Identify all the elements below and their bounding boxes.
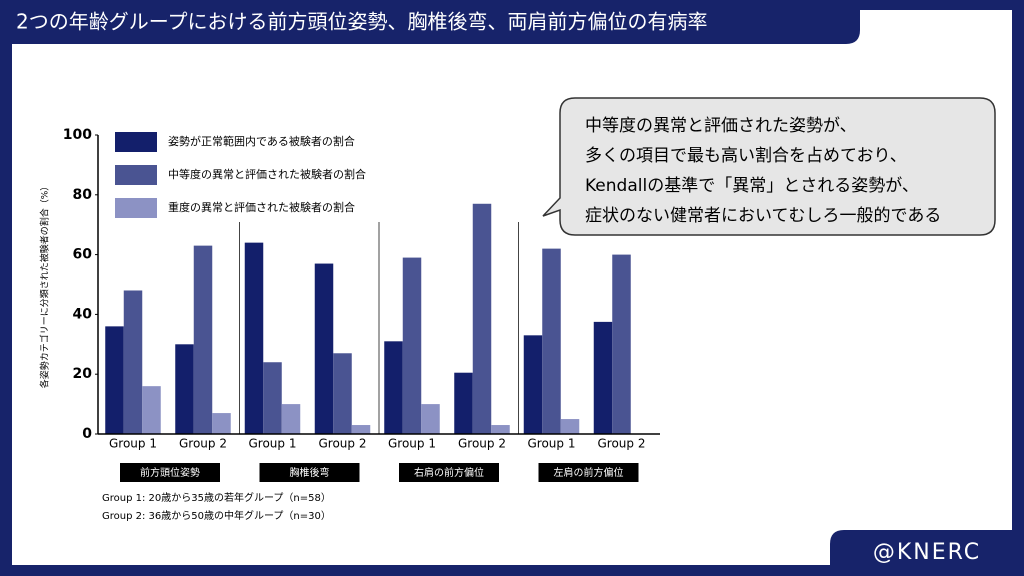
x-tick-label: Group 2	[458, 437, 506, 451]
x-tick-label: Group 1	[528, 437, 576, 451]
y-tick-label: 40	[73, 306, 93, 322]
x-tick-label: Group 2	[179, 437, 227, 451]
bar	[384, 341, 403, 434]
group-label-box	[538, 463, 639, 482]
legend-label: 姿勢が正常範囲内である被験者の割合	[168, 134, 355, 148]
x-tick-label: Group 1	[388, 437, 436, 451]
bar	[454, 372, 473, 434]
bar	[105, 326, 124, 434]
group-label: 右肩の前方偏位	[414, 466, 484, 479]
callout-text: Kendallの基準で「異常」とされる姿勢が、	[585, 176, 919, 196]
bar	[193, 245, 213, 434]
note: Group 1: 20歳から35歳の若年グループ（n=58）	[102, 491, 331, 504]
y-tick-label: 0	[82, 426, 92, 442]
legend-label: 重度の異常と評価された被験者の割合	[168, 200, 355, 214]
bar	[123, 290, 143, 434]
x-tick-label: Group 1	[249, 437, 297, 451]
legend-label: 中等度の異常と評価された被験者の割合	[168, 167, 366, 181]
legend-swatch	[115, 198, 157, 218]
bar	[281, 404, 301, 434]
bar	[351, 425, 371, 434]
bar	[421, 404, 440, 434]
group-label-box	[399, 463, 499, 482]
bar	[523, 335, 543, 434]
legend-swatch	[115, 132, 157, 152]
bar	[560, 419, 580, 434]
bar	[333, 353, 352, 434]
bar	[472, 203, 492, 434]
slide-title: 2つの年齢グループにおける前方頭位姿勢、胸椎後弯、両肩前方偏位の有病率	[16, 10, 708, 34]
group-label: 胸椎後弯	[290, 466, 330, 479]
callout-text: 多くの項目で最も高い割合を占めており、	[585, 146, 907, 166]
x-tick-label: Group 1	[109, 437, 157, 451]
group-label: 左肩の前方偏位	[554, 466, 624, 479]
callout-bubble	[542, 97, 996, 236]
x-tick-label: Group 2	[319, 437, 367, 451]
bar	[402, 257, 422, 434]
brand-tab	[830, 530, 1024, 576]
bar	[212, 413, 231, 434]
bar	[542, 248, 561, 434]
bar	[142, 386, 161, 434]
x-tick-label: Group 2	[598, 437, 646, 451]
y-tick-label: 100	[63, 127, 92, 143]
legend-swatch	[115, 165, 157, 185]
group-label: 前方頭位姿勢	[140, 466, 200, 479]
bar	[263, 362, 282, 434]
title-tab	[0, 0, 860, 44]
group-label-box	[259, 463, 360, 482]
bar	[491, 425, 510, 434]
bar	[612, 254, 631, 434]
brand: @KNERC	[873, 540, 981, 565]
y-tick-label: 60	[73, 247, 93, 263]
y-axis-title: 各姿勢カテゴリーに分類された被験者の割合（%）	[39, 182, 51, 389]
bar	[593, 321, 613, 434]
callout-text: 症状のない健常者においてむしろ一般的である	[585, 206, 941, 226]
callout-text: 中等度の異常と評価された姿勢が、	[585, 116, 857, 136]
bar	[314, 263, 334, 434]
bar	[175, 344, 194, 434]
y-tick-label: 20	[73, 366, 93, 382]
bar	[244, 242, 264, 434]
note: Group 2: 36歳から50歳の中年グループ（n=30）	[102, 509, 331, 522]
group-label-box	[120, 463, 220, 482]
y-tick-label: 80	[73, 187, 93, 203]
